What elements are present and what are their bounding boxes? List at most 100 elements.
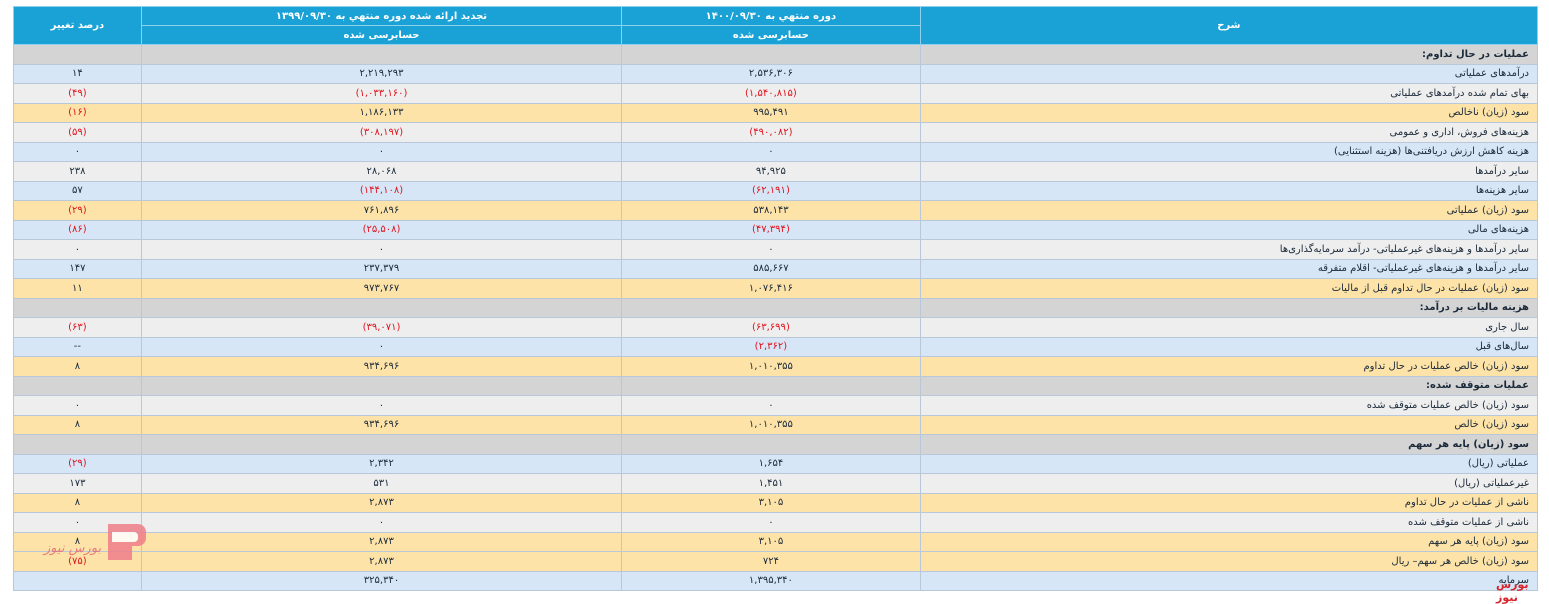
row-desc-cell: عملیات متوقف شده: bbox=[919, 375, 1539, 396]
table-row: ناشی از عملیات در حال تداوم ۳,۱۰۵ ۲,۸۷۳ ۸ bbox=[13, 492, 1539, 513]
row-current-cell: ۱,۰۷۶,۴۱۶ bbox=[621, 278, 921, 299]
row-previous-cell bbox=[140, 375, 623, 396]
row-desc-cell: هزینه کاهش ارزش دریافتنی‌ها (هزینه استثن… bbox=[919, 141, 1539, 162]
income-statement: شرح دوره منتهي به ۱۴۰۰/۰۹/۳۰ تجدید ارائه… bbox=[13, 6, 1539, 591]
table-row: سایر درآمدها و هزینه‌های غیرعملیاتی- اقل… bbox=[13, 258, 1539, 279]
row-pct-cell: (۸۶) bbox=[13, 219, 142, 240]
row-previous-cell: ۰ bbox=[140, 239, 623, 260]
row-pct-cell: ۰ bbox=[13, 141, 142, 162]
row-pct-cell: ۰ bbox=[13, 239, 142, 260]
row-previous-cell: (۲۵,۵۰۸) bbox=[140, 219, 623, 240]
row-desc-cell: سود (زیان) ناخالص bbox=[919, 102, 1539, 123]
table-row: سود (زیان) عملیات در حال تداوم قبل از ما… bbox=[13, 278, 1539, 299]
table-row: سود (زیان) خالص عملیات متوقف شده ۰ ۰ ۰ bbox=[13, 395, 1539, 416]
row-desc-cell: عملیات در حال تداوم: bbox=[919, 44, 1539, 65]
row-current-cell: ۱,۶۵۴ bbox=[621, 453, 921, 474]
row-desc-cell: غیرعملیاتی (ریال) bbox=[919, 473, 1539, 494]
row-pct-cell: (۲۹) bbox=[13, 200, 142, 221]
row-previous-cell: ۹۳۴,۶۹۶ bbox=[140, 356, 623, 377]
row-pct-cell: (۶۳) bbox=[13, 317, 142, 338]
row-previous-cell: ۰ bbox=[140, 512, 623, 533]
row-current-cell: ۱,۳۹۵,۳۴۰ bbox=[621, 570, 921, 591]
row-current-cell bbox=[621, 434, 921, 455]
row-pct-cell: ۱۷۳ bbox=[13, 473, 142, 494]
row-pct-cell: ۵۷ bbox=[13, 180, 142, 201]
row-previous-cell: ۳۲۵,۳۴۰ bbox=[140, 570, 623, 591]
row-pct-cell bbox=[13, 44, 142, 65]
row-desc-cell: سود (زیان) خالص عملیات متوقف شده bbox=[919, 395, 1539, 416]
table-row: سود (زیان) پایه هر سهم ۳,۱۰۵ ۲,۸۷۳ ۸ bbox=[13, 531, 1539, 552]
row-current-cell: ۹۴,۹۲۵ bbox=[621, 161, 921, 182]
row-current-cell: ۵۳۸,۱۴۳ bbox=[621, 200, 921, 221]
row-current-cell: ۷۲۴ bbox=[621, 551, 921, 572]
row-previous-cell: ۵۳۱ bbox=[140, 473, 623, 494]
row-previous-cell: ۲۳۷,۳۷۹ bbox=[140, 258, 623, 279]
row-pct-cell: ۲۳۸ bbox=[13, 161, 142, 182]
header-current: دوره منتهي به ۱۴۰۰/۰۹/۳۰ bbox=[621, 6, 921, 26]
table-row: سود (زیان) خالص ۱,۰۱۰,۳۵۵ ۹۳۴,۶۹۶ ۸ bbox=[13, 414, 1539, 435]
table-row: سود (زیان) عملیاتی ۵۳۸,۱۴۳ ۷۶۱,۸۹۶ (۲۹) bbox=[13, 200, 1539, 221]
row-pct-cell bbox=[13, 375, 142, 396]
section-row: هزینه مالیات بر درآمد: bbox=[13, 297, 1539, 318]
row-current-cell: ۰ bbox=[621, 239, 921, 260]
section-row: عملیات در حال تداوم: bbox=[13, 44, 1539, 65]
row-previous-cell: ۲,۲۱۹,۲۹۳ bbox=[140, 63, 623, 84]
row-pct-cell: ۱۱ bbox=[13, 278, 142, 299]
row-pct-cell bbox=[13, 434, 142, 455]
row-desc-cell: سال‌های قبل bbox=[919, 336, 1539, 357]
table-row: سایر هزینه‌ها (۶۲,۱۹۱) (۱۴۴,۱۰۸) ۵۷ bbox=[13, 180, 1539, 201]
row-current-cell bbox=[621, 297, 921, 318]
row-pct-cell: ۱۴۷ bbox=[13, 258, 142, 279]
header-pct: درصد تغییر bbox=[13, 6, 142, 45]
row-desc-cell: هزینه‌های فروش، اداری و عمومی bbox=[919, 122, 1539, 143]
row-previous-cell: ۹۳۴,۶۹۶ bbox=[140, 414, 623, 435]
row-desc-cell: سایر درآمدها bbox=[919, 161, 1539, 182]
row-desc-cell: ناشی از عملیات متوقف شده bbox=[919, 512, 1539, 533]
row-current-cell: ۰ bbox=[621, 512, 921, 533]
watermark-logo: بورس نیوز bbox=[42, 524, 146, 560]
table-row: هزینه‌های فروش، اداری و عمومی (۴۹۰,۰۸۲) (۳… bbox=[13, 122, 1539, 143]
row-desc-cell: سود (زیان) پایه هر سهم bbox=[919, 531, 1539, 552]
row-desc-cell: هزینه مالیات بر درآمد: bbox=[919, 297, 1539, 318]
table-row: سال‌های قبل (۲,۳۶۲) ۰ -- bbox=[13, 336, 1539, 357]
row-pct-cell: ۱۴ bbox=[13, 63, 142, 84]
section-row: عملیات متوقف شده: bbox=[13, 375, 1539, 396]
row-previous-cell: (۱,۰۳۳,۱۶۰) bbox=[140, 83, 623, 104]
row-pct-cell: ۰ bbox=[13, 395, 142, 416]
row-desc-cell: سود (زیان) خالص عملیات در حال تداوم bbox=[919, 356, 1539, 377]
row-current-cell: ۰ bbox=[621, 141, 921, 162]
row-pct-cell: ۸ bbox=[13, 492, 142, 513]
row-desc-cell: سود (زیان) عملیاتی bbox=[919, 200, 1539, 221]
row-desc-cell: درآمدهای عملیاتی bbox=[919, 63, 1539, 84]
row-previous-cell: ۲,۳۴۲ bbox=[140, 453, 623, 474]
row-current-cell: ۱,۰۱۰,۳۵۵ bbox=[621, 356, 921, 377]
row-desc-cell: سایر هزینه‌ها bbox=[919, 180, 1539, 201]
row-current-cell: (۶۳,۶۹۹) bbox=[621, 317, 921, 338]
row-previous-cell: ۹۷۳,۷۶۷ bbox=[140, 278, 623, 299]
table-row: سود (زیان) خالص عملیات در حال تداوم ۱,۰۱۰… bbox=[13, 356, 1539, 377]
row-pct-cell: ۸ bbox=[13, 356, 142, 377]
subheader-previous: حسابرسی شده bbox=[140, 25, 623, 45]
header-previous: تجدید ارائه شده دوره منتهي به ۱۳۹۹/۰۹/۳۰ bbox=[140, 6, 623, 26]
row-current-cell: ۹۹۵,۴۹۱ bbox=[621, 102, 921, 123]
table-row: سال جاری (۶۳,۶۹۹) (۳۹,۰۷۱) (۶۳) bbox=[13, 317, 1539, 338]
row-current-cell: ۲,۵۳۶,۳۰۶ bbox=[621, 63, 921, 84]
row-pct-cell: -- bbox=[13, 336, 142, 357]
row-desc-cell: سود (زیان) عملیات در حال تداوم قبل از ما… bbox=[919, 278, 1539, 299]
table-row: درآمدهای عملیاتی ۲,۵۳۶,۳۰۶ ۲,۲۱۹,۲۹۳ ۱۴ bbox=[13, 63, 1539, 84]
row-pct-cell: (۴۹) bbox=[13, 83, 142, 104]
row-desc-cell: عملیاتی (ریال) bbox=[919, 453, 1539, 474]
row-current-cell: (۴۷,۳۹۴) bbox=[621, 219, 921, 240]
table-row: هزینه کاهش ارزش دریافتنی‌ها (هزینه استثن… bbox=[13, 141, 1539, 162]
row-current-cell: ۱,۰۱۰,۳۵۵ bbox=[621, 414, 921, 435]
table-row: ناشی از عملیات متوقف شده ۰ ۰ ۰ bbox=[13, 512, 1539, 533]
row-previous-cell: ۲,۸۷۳ bbox=[140, 551, 623, 572]
row-previous-cell bbox=[140, 44, 623, 65]
table-row: هزینه‌های مالی (۴۷,۳۹۴) (۲۵,۵۰۸) (۸۶) bbox=[13, 219, 1539, 240]
row-desc-cell: سایر درآمدها و هزینه‌های غیرعملیاتی- اقل… bbox=[919, 258, 1539, 279]
table-row: سایر درآمدها ۹۴,۹۲۵ ۲۸,۰۶۸ ۲۳۸ bbox=[13, 161, 1539, 182]
row-previous-cell: ۲,۸۷۳ bbox=[140, 531, 623, 552]
row-current-cell: (۲,۳۶۲) bbox=[621, 336, 921, 357]
section-row: سود (زیان) پایه هر سهم bbox=[13, 434, 1539, 455]
row-current-cell: ۳,۱۰۵ bbox=[621, 531, 921, 552]
